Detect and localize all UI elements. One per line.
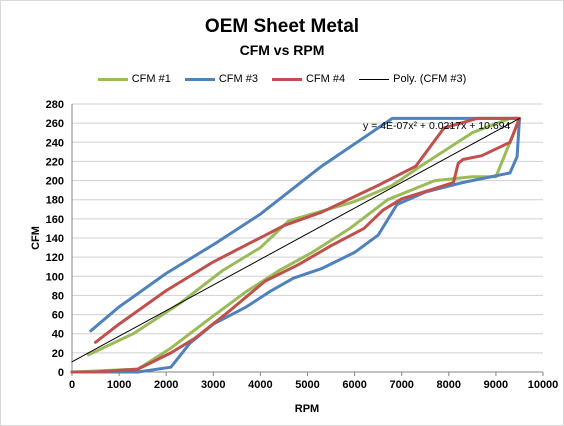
x-tick-label: 8000 xyxy=(437,379,461,391)
series-lines xyxy=(70,116,521,374)
x-tick-label: 4000 xyxy=(248,379,272,391)
chart-legend: CFM #1 CFM #3 CFM #4 Poly. (CFM #3) xyxy=(0,71,564,87)
y-tick-label: 200 xyxy=(46,176,64,188)
axes xyxy=(71,104,544,376)
y-tick-label: 80 xyxy=(52,290,64,302)
x-axis-title: RPM xyxy=(295,403,319,415)
x-tick-label: 5000 xyxy=(295,379,319,391)
legend-item-cfm3: CFM #3 xyxy=(184,73,258,85)
series-line-cfm3 xyxy=(70,116,521,374)
x-tick-label: 9000 xyxy=(484,379,508,391)
y-tick-label: 160 xyxy=(46,214,64,226)
legend-label-poly: Poly. (CFM #3) xyxy=(393,73,467,85)
y-tick-label: 260 xyxy=(46,118,64,130)
y-tick-label: 180 xyxy=(46,195,64,207)
y-tick-label: 100 xyxy=(46,271,64,283)
trendline-equation: y = 4E-07x² + 0.0217x + 10.694 xyxy=(363,120,511,132)
chart-title: OEM Sheet Metal xyxy=(204,16,360,37)
y-tick-label: 40 xyxy=(52,329,64,341)
legend-label-cfm1: CFM #1 xyxy=(131,73,171,85)
legend-label-cfm3: CFM #3 xyxy=(218,73,258,85)
x-tick-label: 3000 xyxy=(201,379,225,391)
y-tick-label: 60 xyxy=(52,310,64,322)
x-tick-label: 10000 xyxy=(528,379,559,391)
legend-item-poly: Poly. (CFM #3) xyxy=(359,73,466,85)
x-tick-label: 7000 xyxy=(389,379,413,391)
x-tick-label: 2000 xyxy=(154,379,178,391)
legend-item-cfm4: CFM #4 xyxy=(271,73,346,85)
y-tick-label: 20 xyxy=(52,348,64,360)
y-tick-label: 280 xyxy=(46,99,64,111)
x-tick-label: 0 xyxy=(69,379,75,391)
y-axis-title: CFM xyxy=(30,226,42,250)
x-tick-label: 1000 xyxy=(107,379,131,391)
y-tick-label: 140 xyxy=(46,233,64,245)
tick-labels: 0 20 40 60 80 100 120 140 160 180 200 220 240 260 280 0… xyxy=(46,99,559,391)
y-tick-label: 0 xyxy=(58,367,64,379)
legend-item-cfm1: CFM #1 xyxy=(97,73,171,85)
legend-swatch-cfm3 xyxy=(184,77,215,81)
x-tick-label: 6000 xyxy=(342,379,366,391)
legend-swatch-cfm1 xyxy=(97,77,128,81)
legend-swatch-poly xyxy=(359,78,390,80)
legend-label-cfm4: CFM #4 xyxy=(305,73,346,85)
chart-subtitle: CFM vs RPM xyxy=(239,42,325,58)
series-line-cfm4 xyxy=(70,116,521,374)
y-tick-label: 240 xyxy=(46,137,64,149)
y-tick-label: 220 xyxy=(46,156,64,168)
y-tick-label: 120 xyxy=(46,252,64,264)
legend-swatch-cfm4 xyxy=(271,77,302,81)
trendline-poly-cfm3 xyxy=(71,117,520,363)
